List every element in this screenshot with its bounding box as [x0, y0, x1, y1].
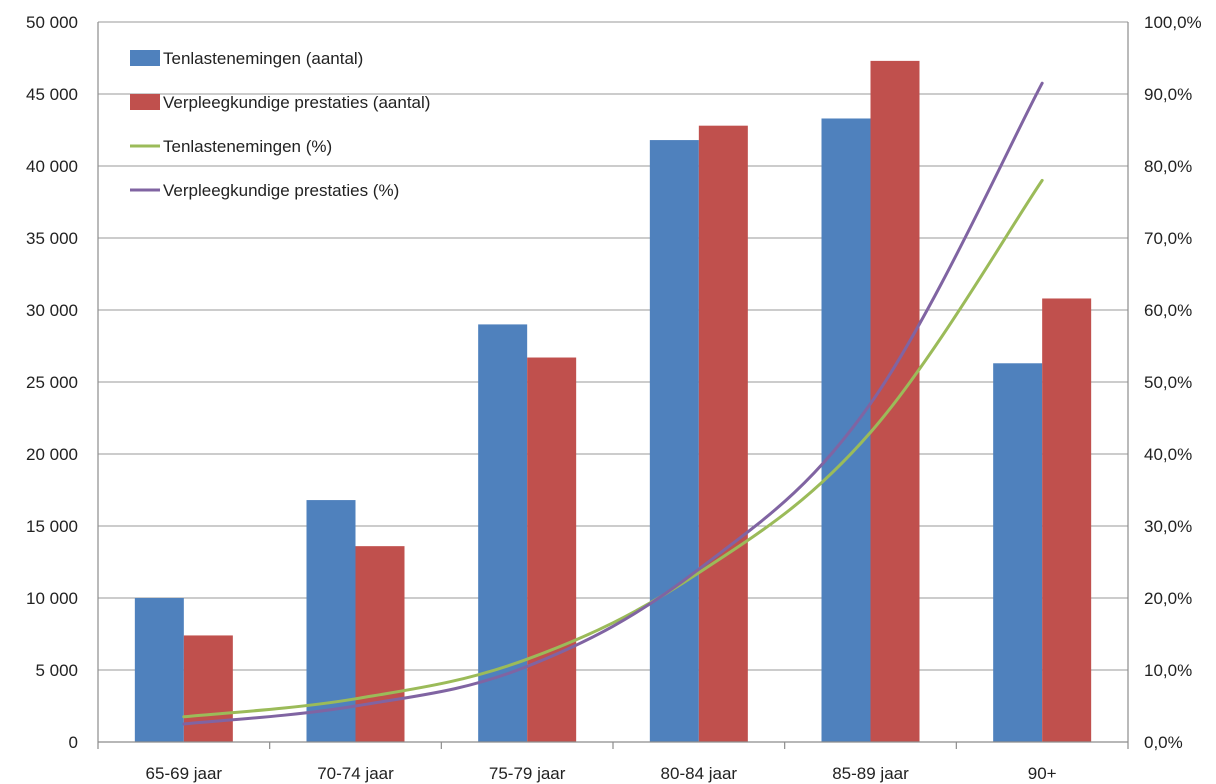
- left-tick-label: 20 000: [26, 445, 78, 464]
- right-axis-ticks: 0,0% 10,0% 20,0% 30,0% 40,0% 50,0% 60,0% 70,0% 8…: [1144, 13, 1202, 752]
- legend-label: Tenlastenemingen (%): [163, 137, 332, 156]
- bar-tenlastenemingen-0: [134, 598, 184, 742]
- left-tick-label: 35 000: [26, 229, 78, 248]
- bar-verpleegkundige-3: [698, 125, 748, 743]
- x-tick-label: 70-74 jaar: [317, 764, 394, 783]
- legend-label: Verpleegkundige prestaties (%): [163, 181, 399, 200]
- line-series: [182, 81, 1044, 726]
- left-tick-label: 5 000: [35, 661, 78, 680]
- bar-series: [134, 60, 1092, 743]
- left-tick-label: 40 000: [26, 157, 78, 176]
- right-tick-label: 10,0%: [1144, 661, 1192, 680]
- right-tick-label: 70,0%: [1144, 229, 1192, 248]
- left-tick-label: 0: [69, 733, 78, 752]
- bar-verpleegkundige-1: [355, 546, 405, 742]
- right-tick-label: 60,0%: [1144, 301, 1192, 320]
- x-tick-label: 65-69 jaar: [146, 764, 223, 783]
- legend-label: Tenlastenemingen (aantal): [163, 49, 363, 68]
- left-tick-label: 45 000: [26, 85, 78, 104]
- bar-verpleegkundige-2: [527, 357, 577, 742]
- right-tick-label: 100,0%: [1144, 13, 1202, 32]
- axes: [97, 22, 1129, 749]
- legend-swatch: [130, 94, 160, 110]
- x-tick-label: 75-79 jaar: [489, 764, 566, 783]
- legend: Tenlastenemingen (aantal) Verpleegkundige…: [130, 49, 430, 200]
- x-axis-ticks: 65-69 jaar 70-74 jaar 75-79 jaar 80-84 jaar…: [146, 764, 1057, 783]
- right-tick-label: 30,0%: [1144, 517, 1192, 536]
- gridlines: [98, 21, 1128, 671]
- legend-swatch: [130, 50, 160, 66]
- line-verpleegkundige-pct: [182, 81, 1044, 726]
- bar-verpleegkundige-5: [1042, 298, 1092, 742]
- left-axis-ticks: 0 5 000 10 000 15 000 20 000 25 000 30 000 35 0…: [26, 13, 78, 752]
- left-tick-label: 30 000: [26, 301, 78, 320]
- left-tick-label: 15 000: [26, 517, 78, 536]
- bar-tenlastenemingen-4: [821, 118, 871, 743]
- left-tick-label: 25 000: [26, 373, 78, 392]
- left-tick-label: 50 000: [26, 13, 78, 32]
- right-tick-label: 40,0%: [1144, 445, 1192, 464]
- right-tick-label: 50,0%: [1144, 373, 1192, 392]
- right-tick-label: 90,0%: [1144, 85, 1192, 104]
- left-tick-label: 10 000: [26, 589, 78, 608]
- x-tick-label: 90+: [1028, 764, 1057, 783]
- right-tick-label: 0,0%: [1144, 733, 1183, 752]
- bar-verpleegkundige-0: [183, 635, 233, 742]
- x-tick-label: 80-84 jaar: [661, 764, 738, 783]
- legend-label: Verpleegkundige prestaties (aantal): [163, 93, 430, 112]
- bar-tenlastenemingen-3: [649, 140, 699, 742]
- right-tick-label: 80,0%: [1144, 157, 1192, 176]
- right-tick-label: 20,0%: [1144, 589, 1192, 608]
- bar-tenlastenemingen-5: [993, 363, 1043, 742]
- x-tick-label: 85-89 jaar: [832, 764, 909, 783]
